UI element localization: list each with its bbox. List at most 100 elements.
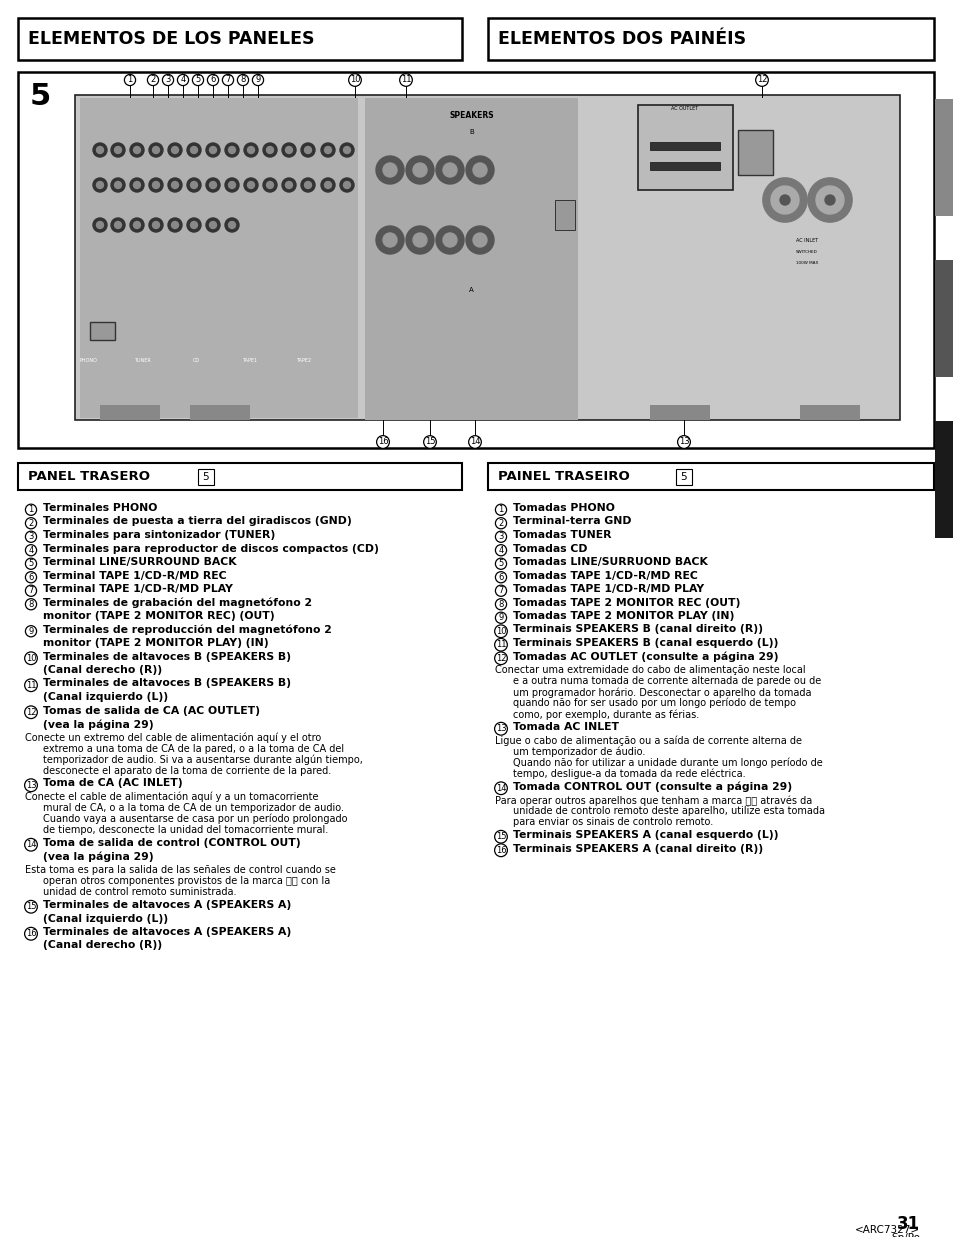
Text: A: A [469, 287, 474, 293]
Circle shape [187, 178, 201, 192]
Circle shape [285, 182, 293, 188]
Bar [100, 404, 160, 421]
Text: Ligue o cabo de alimentação ou a saída de corrente alterna de: Ligue o cabo de alimentação ou a saída d… [495, 736, 801, 746]
Text: Toma de salida de control (CONTROL OUT): Toma de salida de control (CONTROL OUT) [43, 837, 300, 849]
Text: 1: 1 [128, 75, 132, 84]
Text: 100W MAX: 100W MAX [795, 261, 818, 265]
Text: (Canal izquierdo (L)): (Canal izquierdo (L)) [43, 913, 168, 924]
Circle shape [375, 226, 403, 254]
Circle shape [114, 221, 121, 229]
Circle shape [339, 178, 354, 192]
Text: Esta toma es para la salida de las señales de control cuando se: Esta toma es para la salida de las señal… [25, 865, 335, 875]
Circle shape [375, 156, 403, 184]
Text: 5: 5 [497, 559, 503, 568]
Circle shape [152, 182, 159, 188]
Circle shape [92, 178, 107, 192]
Bar [649, 142, 720, 150]
Text: PHONO: PHONO [79, 357, 97, 362]
Circle shape [304, 182, 312, 188]
Circle shape [343, 182, 350, 188]
Text: 9: 9 [255, 75, 260, 84]
Circle shape [191, 221, 197, 229]
Bar [90, 322, 115, 340]
Circle shape [465, 226, 494, 254]
Text: 10: 10 [26, 653, 36, 663]
Text: Conecte un extremo del cable de alimentación aquí y el otro: Conecte un extremo del cable de alimenta… [25, 732, 321, 743]
Circle shape [266, 182, 274, 188]
Circle shape [225, 178, 239, 192]
Circle shape [133, 146, 140, 153]
Text: 12: 12 [26, 708, 36, 716]
Bar [649, 404, 709, 421]
Text: <ARC7327>: <ARC7327> [854, 1225, 919, 1235]
Circle shape [149, 143, 163, 157]
Text: 6: 6 [210, 75, 215, 84]
Text: Terminal TAPE 1/CD-R/MD PLAY: Terminal TAPE 1/CD-R/MD PLAY [43, 584, 233, 594]
Text: 13: 13 [678, 438, 689, 447]
Circle shape [130, 218, 144, 233]
Text: 3: 3 [29, 532, 33, 542]
Text: Terminais SPEAKERS B (canal direito (R)): Terminais SPEAKERS B (canal direito (R)) [513, 625, 762, 635]
Text: Terminales de altavoces B (SPEAKERS B): Terminales de altavoces B (SPEAKERS B) [43, 652, 291, 662]
Text: 4: 4 [29, 546, 33, 554]
Text: como, por exemplo, durante as férias.: como, por exemplo, durante as férias. [513, 709, 699, 720]
Circle shape [152, 221, 159, 229]
Text: 7: 7 [497, 586, 503, 595]
Text: desconecte el aparato de la toma de corriente de la pared.: desconecte el aparato de la toma de corr… [43, 766, 331, 776]
Text: Terminais SPEAKERS B (canal esquerdo (L)): Terminais SPEAKERS B (canal esquerdo (L)… [513, 638, 778, 648]
Circle shape [282, 143, 295, 157]
Circle shape [149, 178, 163, 192]
Circle shape [436, 156, 463, 184]
Circle shape [206, 178, 220, 192]
Circle shape [247, 182, 254, 188]
Circle shape [210, 146, 216, 153]
Bar [365, 98, 578, 421]
Text: monitor (TAPE 2 MONITOR REC) (OUT): monitor (TAPE 2 MONITOR REC) (OUT) [43, 611, 274, 621]
Text: Tomadas AC OUTLET (consulte a página 29): Tomadas AC OUTLET (consulte a página 29) [513, 652, 778, 662]
Text: extremo a una toma de CA de la pared, o a la toma de CA del: extremo a una toma de CA de la pared, o … [43, 743, 344, 753]
Bar [555, 200, 575, 230]
Text: 12: 12 [756, 75, 766, 84]
Text: temporizador de audio. Si va a ausentarse durante algún tiempo,: temporizador de audio. Si va a ausentars… [43, 755, 362, 764]
Circle shape [406, 226, 434, 254]
Circle shape [172, 221, 178, 229]
Text: 11: 11 [496, 641, 506, 649]
Circle shape [114, 146, 121, 153]
Text: (vea la página 29): (vea la página 29) [43, 719, 153, 730]
Text: SWITCHED: SWITCHED [796, 250, 817, 254]
Circle shape [130, 143, 144, 157]
Text: 14: 14 [496, 784, 506, 793]
Text: 8: 8 [29, 600, 33, 609]
Text: 6: 6 [497, 573, 503, 581]
Circle shape [187, 143, 201, 157]
Text: (vea la página 29): (vea la página 29) [43, 851, 153, 862]
Circle shape [149, 218, 163, 233]
Text: Tomadas LINE/SURRUOND BACK: Tomadas LINE/SURRUOND BACK [513, 557, 707, 567]
Text: Sp/Po: Sp/Po [890, 1233, 919, 1237]
Text: 2: 2 [497, 518, 503, 528]
Text: CD: CD [193, 357, 199, 362]
Circle shape [282, 178, 295, 192]
Text: 5: 5 [29, 559, 33, 568]
Circle shape [96, 182, 103, 188]
Text: 6: 6 [29, 573, 33, 581]
Text: 5: 5 [680, 471, 686, 481]
Bar [75, 95, 899, 421]
Text: um temporizador de áudio.: um temporizador de áudio. [513, 746, 644, 757]
Text: 7: 7 [225, 75, 231, 84]
Text: Terminales de reproducción del magnetófono 2: Terminales de reproducción del magnetófo… [43, 625, 332, 635]
Circle shape [92, 218, 107, 233]
Text: PANEL TRASERO: PANEL TRASERO [28, 470, 150, 482]
Text: 16: 16 [26, 929, 36, 938]
Text: ELEMENTOS DE LOS PANELES: ELEMENTOS DE LOS PANELES [28, 30, 314, 48]
Bar [738, 130, 772, 174]
Circle shape [206, 143, 220, 157]
Bar [488, 19, 933, 61]
Text: 4: 4 [180, 75, 186, 84]
Bar [638, 105, 732, 190]
Text: 13: 13 [496, 724, 506, 734]
Text: Terminales de grabación del magnetófono 2: Terminales de grabación del magnetófono … [43, 597, 312, 609]
Circle shape [229, 182, 235, 188]
Text: Terminales PHONO: Terminales PHONO [43, 503, 157, 513]
Text: Terminal TAPE 1/CD-R/MD REC: Terminal TAPE 1/CD-R/MD REC [43, 570, 227, 580]
